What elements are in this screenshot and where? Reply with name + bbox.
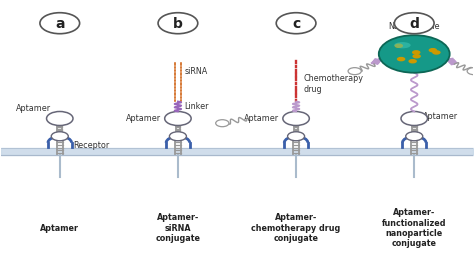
Text: Nanoparticle: Nanoparticle xyxy=(389,22,440,31)
Text: Aptamer: Aptamer xyxy=(16,104,51,114)
Text: a: a xyxy=(55,17,64,31)
Circle shape xyxy=(169,132,186,141)
Text: c: c xyxy=(292,17,300,31)
Text: Aptamer-
chemotherapy drug
conjugate: Aptamer- chemotherapy drug conjugate xyxy=(251,213,341,243)
Circle shape xyxy=(158,13,198,34)
Ellipse shape xyxy=(394,42,410,48)
Circle shape xyxy=(46,112,73,125)
Circle shape xyxy=(164,112,191,125)
Circle shape xyxy=(379,35,450,73)
Circle shape xyxy=(412,54,421,58)
Text: b: b xyxy=(173,17,183,31)
Text: Aptamer-
siRNA
conjugate: Aptamer- siRNA conjugate xyxy=(155,213,201,243)
Circle shape xyxy=(406,132,423,141)
Circle shape xyxy=(394,43,403,48)
Circle shape xyxy=(467,68,474,75)
Text: Linker: Linker xyxy=(184,102,209,111)
Circle shape xyxy=(394,13,434,34)
Circle shape xyxy=(51,132,68,141)
Circle shape xyxy=(276,13,316,34)
Circle shape xyxy=(40,13,80,34)
Text: Aptamer-
functionalized
nanoparticle
conjugate: Aptamer- functionalized nanoparticle con… xyxy=(382,208,447,248)
Text: Aptamer: Aptamer xyxy=(423,112,458,121)
Circle shape xyxy=(428,48,437,52)
Text: Aptamer: Aptamer xyxy=(245,114,280,123)
Circle shape xyxy=(401,112,428,125)
Text: Aptamer: Aptamer xyxy=(126,114,161,123)
Text: Aptamer: Aptamer xyxy=(40,224,79,233)
Circle shape xyxy=(397,57,405,61)
Circle shape xyxy=(288,132,305,141)
Text: d: d xyxy=(409,17,419,31)
Circle shape xyxy=(409,59,417,64)
Text: siRNA: siRNA xyxy=(184,67,208,76)
Text: Chemotherapy
drug: Chemotherapy drug xyxy=(304,74,364,94)
Circle shape xyxy=(412,50,420,55)
Circle shape xyxy=(283,112,310,125)
Circle shape xyxy=(216,120,229,127)
Circle shape xyxy=(432,50,441,55)
Circle shape xyxy=(348,68,361,75)
Text: Receptor: Receptor xyxy=(73,141,109,150)
